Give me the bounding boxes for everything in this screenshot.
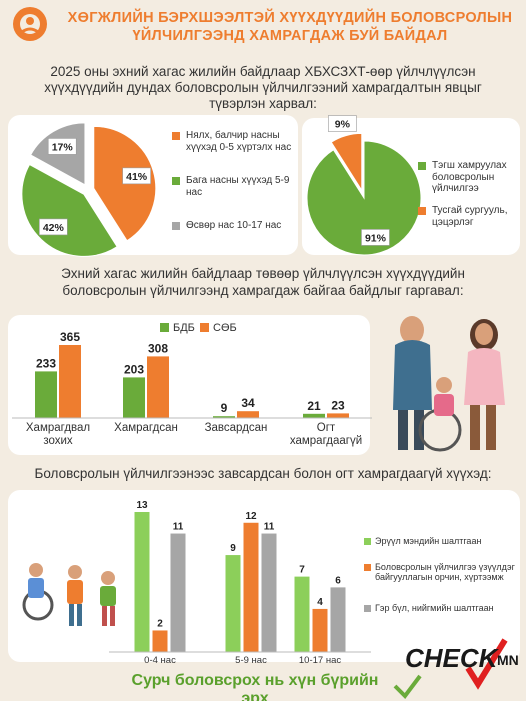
- bar: [243, 522, 259, 652]
- legend-label: Бага насны хүүхэд 5-9 нас: [186, 175, 290, 198]
- x-tick-label: Хамрагдвал зохих: [25, 422, 91, 448]
- bar: [147, 356, 169, 418]
- data-label: 11: [264, 522, 275, 533]
- data-label: 233: [36, 356, 56, 370]
- x-tick-label: 0-4 нас: [144, 655, 176, 666]
- brand-logo: [393, 638, 508, 700]
- legend-label: Эрүүл мэндийн шалтгаан: [375, 536, 482, 546]
- bar: [327, 413, 349, 418]
- panel: [8, 315, 370, 455]
- x-tick-label: Завсардсан: [204, 422, 268, 434]
- header-title: ҮЙЛЧИЛГЭЭНД ХАМРАГДАЖ БУЙ БАЙДАЛ: [132, 28, 448, 44]
- legend-swatch: [172, 222, 180, 230]
- data-label: 42%: [43, 222, 65, 234]
- legend-label: Гэр бүл, нийгмийн шалтгаан: [375, 603, 494, 613]
- data-label: 23: [331, 398, 345, 412]
- section-text: Эхний хагас жилийн байдлаар төвөөр үйлчл…: [61, 266, 465, 281]
- section-text: боловсролын үйлчилгээнд хамрагдаж байгаа…: [62, 283, 464, 298]
- data-label: 17%: [52, 141, 74, 153]
- legend-label: Өсвөр нас 10-17 нас: [186, 220, 282, 231]
- bar: [152, 630, 168, 652]
- brand-suffix: MN: [497, 652, 519, 668]
- legend-label: Тэгш хамруулах боловсролын үйлчилгээ: [432, 160, 507, 194]
- bar: [134, 512, 150, 652]
- x-tick-label: Огт хамрагдаагүй: [289, 422, 363, 448]
- legend-label: Тусгай сургууль, цэцэрлэг: [432, 205, 508, 228]
- x-tick-label: 5-9 нас: [235, 655, 267, 666]
- bar: [213, 416, 235, 418]
- x-tick-label: 10-17 нас: [298, 655, 342, 666]
- bar: [330, 587, 346, 652]
- label-box: [122, 167, 151, 185]
- label-box: [361, 229, 390, 246]
- legend-swatch: [172, 177, 180, 185]
- data-label: 6: [335, 575, 341, 586]
- data-label: 21: [307, 399, 321, 413]
- label-box: [47, 138, 77, 155]
- data-label: 203: [124, 362, 144, 376]
- data-label: 308: [148, 341, 168, 355]
- intro-text: 2025 оны эхний хагас жилийн байдлаар ХБХ…: [50, 64, 476, 79]
- data-label: 91%: [365, 232, 387, 244]
- bar: [59, 345, 81, 418]
- data-label: 7: [299, 565, 305, 576]
- data-label: 9%: [335, 119, 351, 131]
- label-box: [328, 115, 357, 132]
- legend-swatch: [364, 538, 371, 545]
- label-box: [39, 218, 68, 236]
- bar: [225, 555, 241, 652]
- bar: [261, 533, 277, 652]
- brand-name: CHECK: [405, 643, 498, 673]
- data-label: 9: [221, 401, 228, 415]
- data-label: 13: [136, 500, 148, 511]
- data-label: 4: [317, 597, 323, 608]
- legend-label: СӨБ: [213, 322, 237, 334]
- section-text: Боловсролын үйлчилгээнээс завсардсан бол…: [34, 466, 492, 481]
- legend-label: Нялх, балчир насны хүүхэд 0-5 хүртэлх на…: [186, 130, 292, 153]
- data-label: 365: [60, 330, 80, 344]
- legend-swatch: [364, 564, 371, 571]
- data-label: 34: [241, 396, 255, 410]
- intro-text: хүүхдүүдийн дундах боловсролын үйлчилгээ…: [44, 80, 482, 95]
- data-label: 12: [245, 511, 257, 522]
- bar: [294, 576, 310, 652]
- legend-swatch: [364, 605, 371, 612]
- header-title: ХӨГЖЛИЙН БЭРХШЭЭЛТЭЙ ХҮҮХДҮҮДИЙН БОЛОВСР…: [67, 10, 513, 26]
- data-label: 11: [173, 522, 184, 533]
- intro-text: түвэрлэн харвал:: [209, 96, 317, 111]
- data-label: 41%: [126, 171, 148, 183]
- bar: [170, 533, 186, 652]
- data-label: 2: [157, 618, 163, 629]
- pie-slice: [306, 140, 422, 256]
- children-illustration: [22, 563, 116, 626]
- data-label: 9: [230, 543, 236, 554]
- bar: [123, 377, 145, 418]
- legend-swatch: [418, 207, 426, 215]
- bar: [303, 413, 325, 418]
- family-illustration: [393, 316, 505, 452]
- bar: [35, 371, 57, 418]
- legend-label: Боловсролын үйлчилгээ үзүүлдэг байгуулла…: [375, 562, 515, 583]
- bar: [312, 608, 328, 652]
- bar: [237, 411, 259, 418]
- legend-swatch: [200, 323, 209, 332]
- legend-swatch: [172, 132, 180, 140]
- legend-swatch: [418, 162, 426, 170]
- pie-slice: [330, 132, 363, 193]
- logo: [13, 7, 47, 41]
- x-tick-label: Хамрагдсан: [114, 422, 178, 434]
- footer-slogan: Сурч боловсрох нь хүн бүрийн эрх: [131, 672, 379, 701]
- legend-swatch: [160, 323, 169, 332]
- legend-label: БДБ: [173, 322, 195, 334]
